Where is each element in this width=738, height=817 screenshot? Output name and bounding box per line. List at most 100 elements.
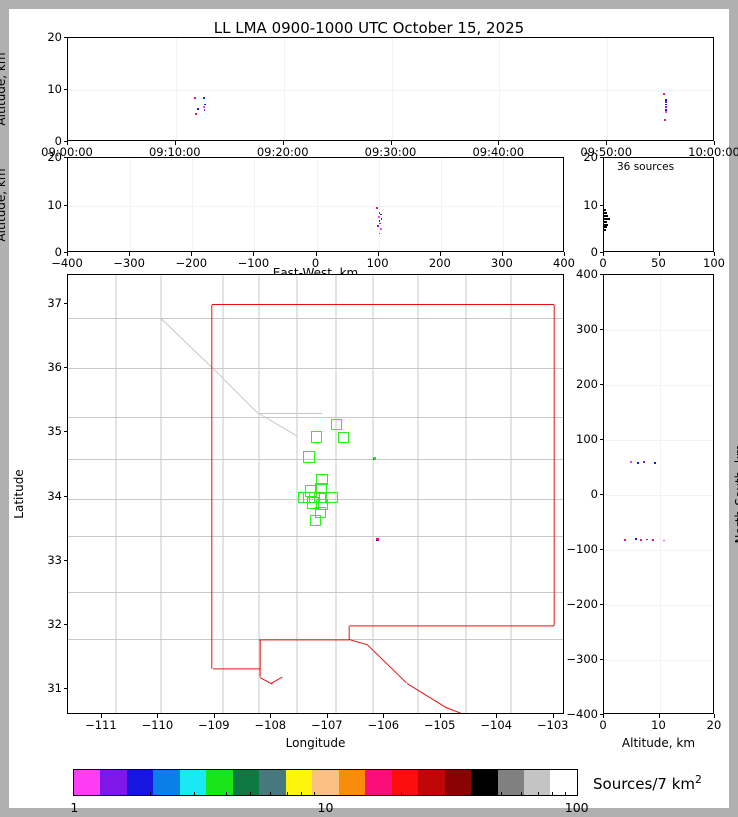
histogram-bar [604,212,608,215]
gridline-ew0 [316,158,318,251]
colorbar-minor-tick [301,791,303,796]
xtick-label-map--108: −108 [254,718,287,732]
time-height-panel[interactable] [67,37,714,141]
colorbar-minor-tick [269,791,271,796]
state-border-new-mexico [349,625,554,627]
ytick-label-ns--100: −100 [566,542,598,556]
colorbar-swatch [391,770,419,795]
colorbar-tick-label-10: 10 [317,800,334,815]
xtick-label-ns-0: 0 [599,718,607,732]
county-line-h4 [68,499,563,501]
ytick-ns-400 [599,274,603,275]
density-cell [303,451,315,463]
source-point [664,98,667,101]
ytick-label-hist-20: 20 [583,150,598,164]
xtick-ew--200 [191,252,193,256]
ytick-label-ew-20: 20 [47,150,62,164]
colorbar-minor-tick [537,791,539,796]
ytick-label-ns-100: 100 [576,432,598,446]
xtick-label-time-0: 09:00:00 [41,145,93,159]
colorbar-swatch [312,770,339,795]
source-point [379,222,382,225]
ytick-label-hist-0: 0 [590,245,598,259]
state-border-new-mexico [258,639,261,669]
source-point [193,97,196,100]
gridline-ns100 [604,440,713,441]
altitude-histogram-panel[interactable] [603,157,714,252]
source-point [664,100,667,103]
source-point [378,215,380,218]
source-point [624,539,626,541]
source-point [380,217,383,220]
xtick-label-ew--400: −400 [51,256,83,270]
source-point [643,461,646,464]
ytick-map-31 [63,688,67,690]
xtick-label-time-1: 09:10:00 [148,145,201,159]
county-line-v2 [222,275,224,713]
colorbar-swatch [523,770,551,795]
gridline-ew-10 [68,205,563,207]
xtick-map--107 [326,714,328,718]
ytick-label-ns-200: 200 [576,377,598,391]
north-south-panel[interactable] [603,274,714,714]
source-point [378,211,381,214]
colorbar-swatch [285,770,313,795]
ytick-map-33 [63,559,67,561]
xtick-label-time-4: 09:40:00 [472,145,525,159]
source-point [651,539,654,541]
east-west-height-panel[interactable] [67,157,564,252]
colorbar-swatch [153,770,180,795]
xtick-map--111 [100,714,102,718]
density-cell [326,491,338,503]
colorbar-tick-label-1: 1 [70,800,79,815]
county-line-diag1 [222,377,260,414]
ytick-label-map-31: 31 [47,681,62,696]
county-line-diag1 [160,318,224,379]
ytick-label-ns-0: 0 [590,487,598,501]
xtick-label-map--103: −103 [536,718,569,732]
xtick-time-5 [606,141,608,145]
source-point [372,458,375,461]
ytick-label-ns--300: −300 [566,652,598,666]
xtick-label-ew--200: −200 [175,256,208,270]
colorbar-minor-tick [314,791,315,796]
county-line-h5 [68,536,563,538]
xtick-label-hist-100: 100 [703,256,725,270]
xtick-time-2 [282,141,284,145]
xtick-time-1 [174,141,176,145]
county-line-diag3 [336,459,373,461]
xtick-time-4 [498,141,500,145]
ytick-map-36 [63,367,67,369]
north-south-ylabel: North-South, km [733,444,738,544]
gridline-ew200 [440,158,442,251]
xtick-map--105 [439,714,441,718]
state-border-new-mexico [348,625,350,640]
figure-canvas: LL LMA 0900-1000 UTC October 15, 2025 0 1… [0,9,738,815]
source-point [662,93,665,95]
colorbar-swatch [206,770,233,795]
ytick-ns-200 [599,384,603,385]
ytick-hist-20 [599,157,603,158]
xtick-hist-100 [714,252,715,256]
international-border [406,682,447,709]
map-panel[interactable] [67,274,564,714]
county-line-v4 [296,275,298,713]
ytick-label-map-35: 35 [47,424,62,439]
source-point [194,112,197,115]
source-point [639,539,642,541]
xtick-ew-200 [439,252,441,256]
source-point [637,462,640,464]
xtick-map--109 [213,714,215,718]
gridline-t-x5 [607,38,609,140]
colorbar[interactable] [73,769,578,796]
time-height-ylabel: Altitude, km [0,52,8,126]
colorbar-label: Sources/7 km2 [593,773,702,793]
ytick-hist-0 [599,252,603,253]
colorbar-tick-label-100: 100 [564,800,589,815]
colorbar-swatch [100,770,127,795]
xtick-label-time-5: 09:50:00 [580,145,633,159]
colorbar-minor-tick [445,791,447,796]
xtick-label-hist-50: 50 [651,256,666,270]
xtick-label-ew-200: 200 [428,256,451,270]
county-line-v6 [372,275,374,713]
